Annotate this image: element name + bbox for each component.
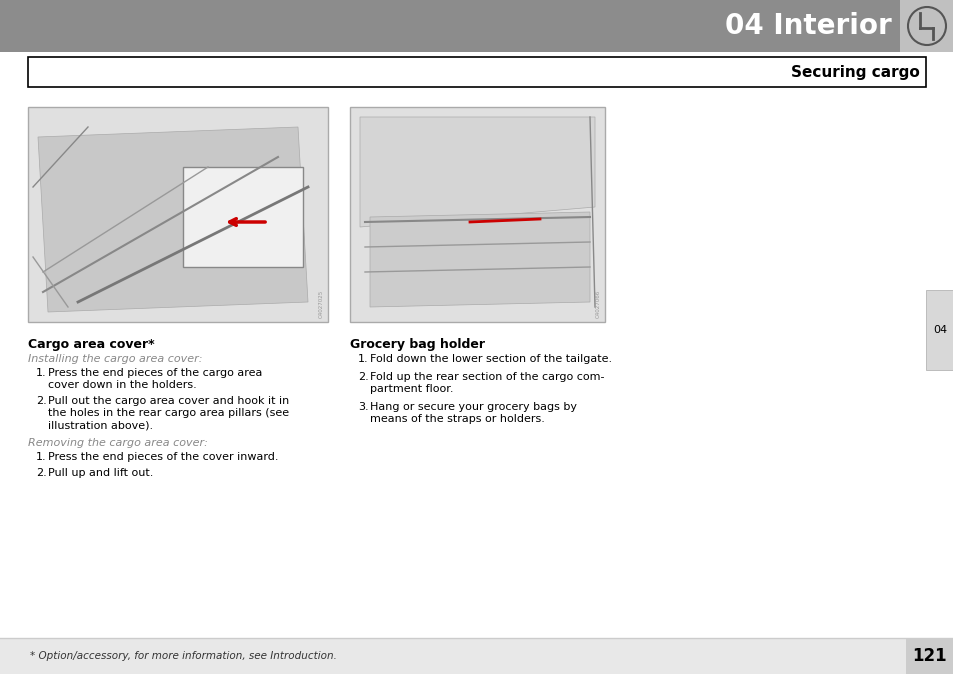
Bar — [0, 0, 953, 52]
Bar — [350, 107, 604, 322]
Bar — [899, 0, 953, 52]
Text: Cargo area cover*: Cargo area cover* — [28, 338, 154, 351]
Text: the holes in the rear cargo area pillars (see: the holes in the rear cargo area pillars… — [48, 408, 289, 418]
Text: Pull out the cargo area cover and hook it in: Pull out the cargo area cover and hook i… — [48, 396, 289, 406]
Text: Removing the cargo area cover:: Removing the cargo area cover: — [28, 438, 208, 448]
Text: 1.: 1. — [36, 368, 47, 378]
Bar — [905, 638, 953, 674]
Text: Fold down the lower section of the tailgate.: Fold down the lower section of the tailg… — [370, 354, 612, 364]
Text: Hang or secure your grocery bags by: Hang or secure your grocery bags by — [370, 402, 577, 412]
Text: Grocery bag holder: Grocery bag holder — [350, 338, 484, 351]
Polygon shape — [38, 127, 308, 312]
Bar — [28, 57, 925, 87]
Text: cover down in the holders.: cover down in the holders. — [48, 380, 196, 390]
Polygon shape — [359, 117, 595, 227]
Text: Installing the cargo area cover:: Installing the cargo area cover: — [28, 354, 202, 364]
Text: Pull up and lift out.: Pull up and lift out. — [48, 468, 153, 478]
Text: C4027025: C4027025 — [318, 290, 324, 318]
Text: Press the end pieces of the cargo area: Press the end pieces of the cargo area — [48, 368, 262, 378]
Text: 2.: 2. — [357, 372, 369, 382]
Text: 04: 04 — [932, 325, 946, 335]
Bar — [0, 638, 953, 674]
Text: 1.: 1. — [357, 354, 368, 364]
Text: C4027066: C4027066 — [596, 290, 600, 318]
Text: 1.: 1. — [36, 452, 47, 462]
Text: partment floor.: partment floor. — [370, 384, 453, 394]
Text: Securing cargo: Securing cargo — [790, 65, 919, 80]
Bar — [28, 107, 328, 322]
Bar — [925, 290, 953, 370]
Polygon shape — [370, 212, 589, 307]
Text: Press the end pieces of the cover inward.: Press the end pieces of the cover inward… — [48, 452, 278, 462]
Text: Fold up the rear section of the cargo com-: Fold up the rear section of the cargo co… — [370, 372, 604, 382]
Text: 2.: 2. — [36, 396, 47, 406]
Bar — [183, 167, 303, 267]
Text: 121: 121 — [912, 647, 946, 665]
Text: means of the straps or holders.: means of the straps or holders. — [370, 414, 544, 424]
Text: 2.: 2. — [36, 468, 47, 478]
Text: 04 Interior: 04 Interior — [724, 12, 891, 40]
Text: * Option/accessory, for more information, see Introduction.: * Option/accessory, for more information… — [30, 651, 336, 661]
Text: illustration above).: illustration above). — [48, 420, 153, 430]
Text: 3.: 3. — [357, 402, 368, 412]
